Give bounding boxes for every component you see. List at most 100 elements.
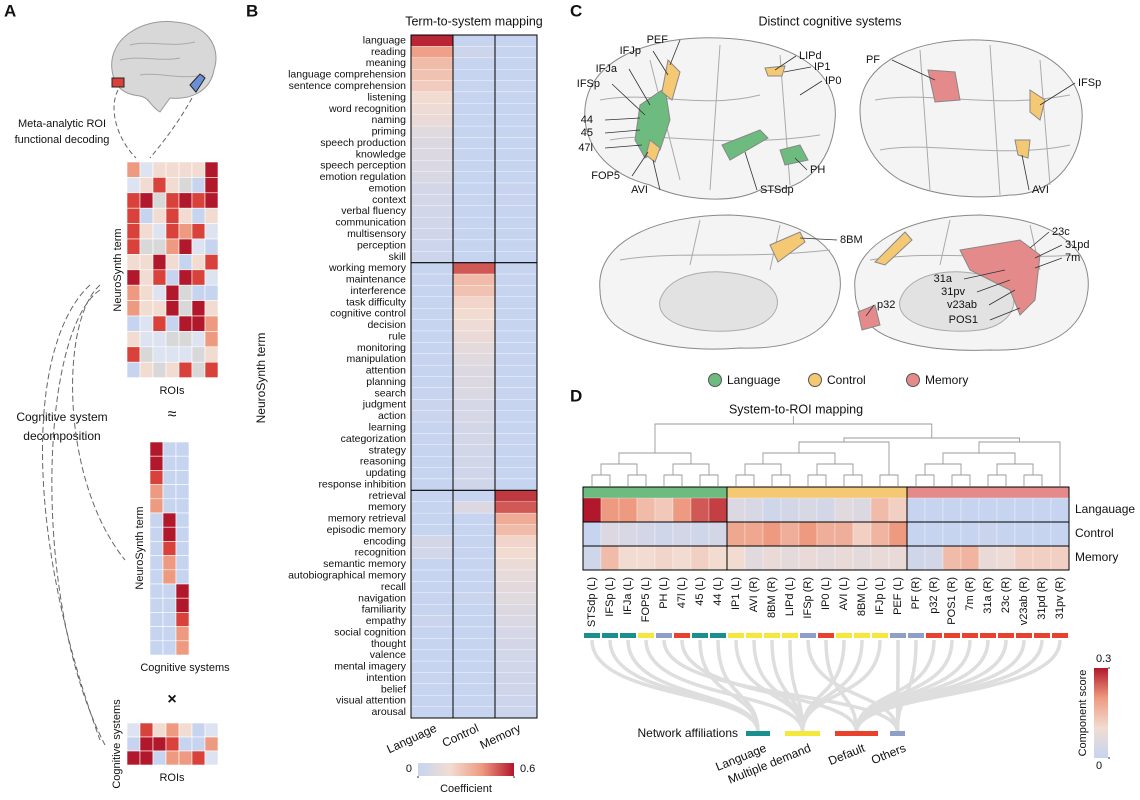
region-label: 7m (1065, 252, 1080, 264)
affiliation-swatch (782, 633, 798, 638)
dendrogram-link (627, 474, 647, 486)
region-label: FOP5 (591, 170, 620, 182)
term-label: perception (357, 239, 406, 251)
mini-cell (165, 254, 180, 271)
mini-cell (149, 597, 164, 613)
mini-cell (149, 640, 164, 656)
heatmap-cell (870, 545, 890, 571)
mini-cell (178, 207, 193, 224)
heatmap-cell (452, 114, 496, 127)
mini-cell (178, 750, 193, 766)
region-label: 31pd (1065, 239, 1089, 251)
leader-line (799, 237, 838, 241)
arrow (113, 89, 137, 159)
mini-cell (175, 512, 190, 528)
mini-cell (175, 583, 190, 599)
heatmap-cell (888, 545, 908, 571)
mini-cell (175, 640, 190, 656)
heatmap-cell (780, 545, 800, 571)
heatmap-cell (452, 604, 496, 616)
mini-cell (162, 470, 177, 485)
mini-cell (126, 361, 141, 378)
heatmap-cell (494, 569, 538, 582)
mini-cell (204, 722, 219, 738)
heatmap-cell (452, 524, 496, 537)
cluster-bar (781, 487, 799, 498)
heatmap-cell (410, 501, 454, 514)
mini-cell (139, 192, 154, 209)
region-patch (721, 129, 769, 161)
mini-cell (162, 640, 177, 656)
heatmap-cell (452, 262, 496, 275)
region-label: 44 (581, 114, 593, 126)
affiliation-swatch (908, 633, 924, 638)
term-label: working memory (328, 262, 407, 274)
mini-cell (152, 238, 167, 255)
mini-cell (165, 331, 180, 348)
heatmap-cell (452, 57, 496, 70)
mini-cell (149, 626, 164, 642)
heatmap-cell (494, 433, 538, 445)
heatmap-cell (452, 501, 496, 514)
heatmap-cell (494, 456, 538, 468)
heatmap-cell (452, 34, 496, 47)
heatmap-cell (494, 376, 538, 389)
roi-label: IP1 (L) (730, 577, 742, 610)
heatmap-cell (452, 137, 496, 149)
heatmap-cell (452, 387, 496, 400)
term-label: word recognition (328, 103, 406, 115)
heatmap-cell (494, 410, 538, 423)
heatmap-cell (410, 604, 454, 616)
region-patch (779, 144, 809, 166)
dendrogram-link (879, 474, 899, 486)
mini-cell (139, 161, 154, 178)
region-label: 45 (581, 127, 593, 139)
heatmap-cell (452, 695, 496, 707)
network-legend-bar (890, 731, 905, 736)
region-label: IFJp (620, 45, 641, 57)
heatmap-cell (494, 103, 538, 115)
leader-line (963, 269, 1006, 280)
region-label: PH (810, 164, 825, 176)
mini-cell (178, 736, 193, 752)
heatmap-cell (1014, 521, 1034, 547)
affiliation-swatch (926, 633, 942, 638)
heatmap-cell (960, 521, 980, 547)
heatmap-cell (410, 262, 454, 275)
heatmap-cell (636, 545, 656, 571)
leader-line (794, 157, 808, 171)
heatmap-cell (494, 592, 538, 605)
legend-label: Memory (925, 373, 968, 387)
heatmap-cell (410, 649, 454, 662)
mini-cell (191, 269, 206, 286)
dendrogram-link (735, 474, 755, 486)
mini-cell (139, 736, 154, 752)
leader-line (1021, 154, 1030, 191)
region-label: 31pv (941, 286, 965, 298)
heatmap-border (582, 486, 1070, 571)
cluster-bar (727, 487, 745, 498)
region-label: 23c (1052, 226, 1070, 238)
mini-cell (178, 346, 193, 363)
colorbar-tick-label: 0 (406, 763, 412, 775)
cluster-bar (871, 487, 889, 498)
term-label: belief (381, 683, 406, 695)
affiliation-swatch (872, 633, 888, 638)
heatmap-cell (978, 497, 998, 523)
chart-title: Term-to-system mapping (405, 14, 543, 28)
heatmap-cell (996, 545, 1016, 571)
heatmap-cell (410, 706, 454, 719)
heatmap-cell (924, 497, 944, 523)
row-label: Langauage (1075, 502, 1135, 516)
heatmap-cell (494, 615, 538, 628)
mini-cell (178, 284, 193, 301)
heatmap-cell (494, 330, 538, 343)
mini-cell (175, 612, 190, 627)
mini-cell (191, 177, 206, 194)
legend-label: Language (727, 373, 781, 387)
mini-cell (175, 441, 190, 457)
term-label: episodic memory (327, 524, 407, 536)
heatmap-cell (494, 160, 538, 172)
heatmap-cell (798, 521, 818, 547)
